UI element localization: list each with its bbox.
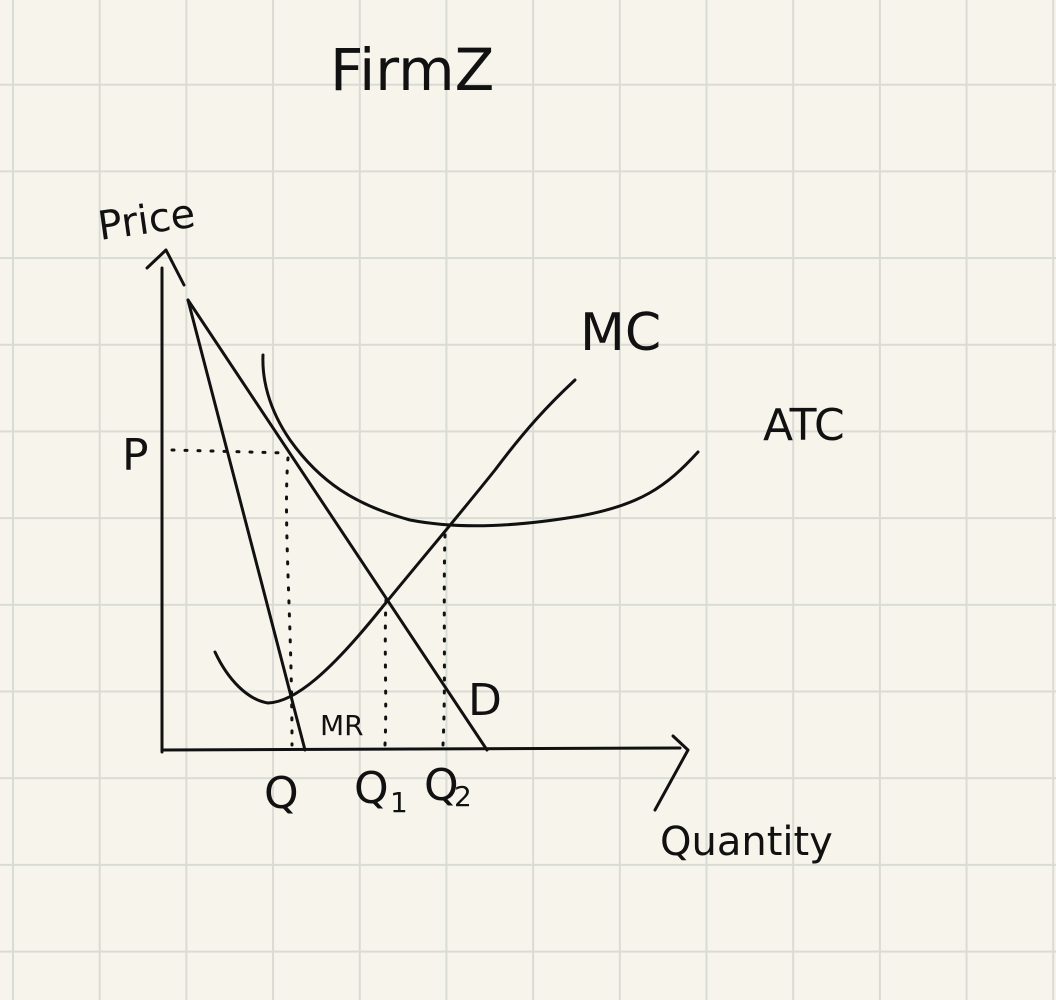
q-guide-line — [284, 456, 294, 747]
y-axis-label: Price — [95, 191, 198, 250]
price-guide-line — [170, 448, 290, 455]
demand-curve — [186, 298, 489, 752]
marginal-cost-curve — [213, 378, 577, 705]
demand-label: D — [468, 675, 502, 726]
y-axis-arrowhead — [145, 248, 186, 287]
atc-label: ATC — [763, 400, 845, 451]
x-axis-arrowhead — [653, 734, 690, 812]
q1-subscript: 1 — [390, 786, 408, 819]
diagram-title: FirmZ — [330, 36, 494, 104]
q1-guide-line — [383, 598, 388, 747]
q1-marker: Q — [354, 763, 389, 814]
average-total-cost-curve — [261, 353, 700, 528]
q-marker: Q — [264, 768, 299, 819]
axes — [145, 248, 690, 812]
mc-label: MC — [580, 303, 661, 363]
q2-marker: Q — [424, 760, 459, 811]
price-marker: P — [122, 430, 149, 481]
mr-label: MR — [320, 709, 364, 742]
x-axis — [160, 746, 682, 752]
marginal-revenue-curve — [186, 298, 307, 752]
q2-subscript: 2 — [454, 780, 472, 813]
q2-guide-line — [441, 533, 447, 747]
x-axis-label: Quantity — [660, 819, 833, 865]
